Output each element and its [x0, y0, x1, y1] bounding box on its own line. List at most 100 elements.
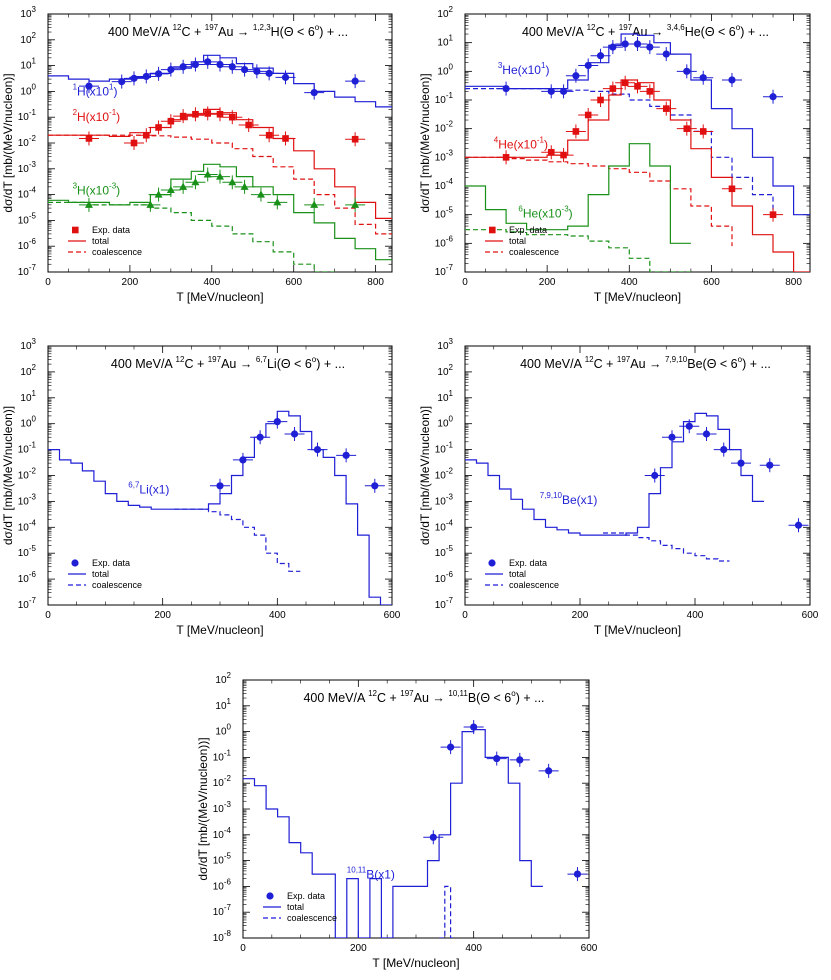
- series-label-text: H(x10: [77, 110, 109, 124]
- y-tick-label: 101: [20, 389, 36, 404]
- title-part: 400 MeV/A: [108, 25, 173, 39]
- y-tick-exponent: -1: [446, 441, 454, 450]
- coalescence-curve-3He: [465, 88, 774, 215]
- series-label-10,11B: 10,11B(x1): [347, 866, 395, 882]
- legend-total-label: total: [287, 902, 304, 912]
- legend-marker: [266, 892, 274, 900]
- title-sup: 197: [208, 355, 222, 364]
- series-label-6,7Li: 6,7Li(x1): [128, 481, 169, 497]
- data-point: [668, 433, 676, 441]
- y-tick-label: 10-1: [213, 748, 232, 763]
- coalescence-curve-7,9,10Be: [603, 532, 730, 562]
- coalescence-curve-10,11B: [439, 885, 457, 938]
- title-part: ) + ...: [740, 25, 769, 39]
- x-tick-label: 0: [240, 943, 246, 954]
- x-tick-label: 600: [285, 277, 302, 288]
- data-point: [584, 111, 592, 119]
- y-tick-label: 100: [437, 62, 453, 77]
- series-label-sup: 10,11: [347, 866, 367, 875]
- title-sup: 10,11: [448, 689, 468, 698]
- series-label-7,9,10Be: 7,9,10Be(x1): [540, 491, 598, 507]
- legend-total-label: total: [92, 569, 109, 579]
- y-tick-label: 10-7: [435, 596, 454, 611]
- y-tick-label: 102: [437, 5, 453, 20]
- data-point: [167, 117, 175, 125]
- data-point: [502, 154, 510, 161]
- y-tick-exponent: -7: [29, 596, 37, 605]
- series-label-text: ): [544, 138, 548, 152]
- x-tick-label: 400: [465, 943, 482, 954]
- y-tick-label: 100: [20, 82, 36, 97]
- y-tick-exponent: -6: [224, 877, 232, 886]
- y-tick-exponent: 0: [227, 723, 232, 732]
- data-point: [142, 131, 150, 139]
- y-tick-exponent: 0: [449, 62, 454, 71]
- data-point: [273, 198, 282, 206]
- y-tick-label: 102: [215, 671, 231, 686]
- y-tick-label: 10-1: [435, 441, 454, 456]
- x-tick-label: 600: [802, 610, 819, 621]
- data-point: [245, 121, 252, 129]
- y-tick-label: 10-2: [213, 774, 232, 789]
- data-point: [179, 63, 187, 71]
- series-label-text: He(x10: [523, 206, 562, 220]
- data-point: [685, 422, 693, 430]
- title-part: ) + ...: [742, 357, 771, 371]
- y-tick-label: 10-4: [18, 186, 37, 201]
- series-label-1H: 1H(x101): [73, 82, 118, 98]
- series-label-3H: 3H(x10-3): [73, 182, 121, 198]
- series-label-text: Li(x1): [139, 483, 169, 497]
- y-tick-label: 10-6: [18, 570, 37, 585]
- title-sup: 197: [400, 689, 414, 698]
- title-part: ) + ...: [319, 25, 348, 39]
- y-tick-label: 10-2: [18, 467, 37, 482]
- title-sup: 197: [617, 355, 631, 364]
- plot-area: [48, 54, 392, 272]
- series-label-6He: 6He(x10-3): [518, 204, 572, 220]
- data-point: [290, 430, 299, 438]
- legend-coal-label: coalescence: [287, 913, 337, 923]
- y-tick-label: 100: [20, 415, 36, 430]
- data-point: [204, 58, 212, 66]
- legend-coal-label: coalescence: [92, 247, 142, 257]
- series-label-sup: -1: [537, 136, 545, 145]
- data-point: [769, 93, 777, 101]
- y-tick-label: 10-2: [435, 120, 454, 135]
- title-part: Au →: [218, 25, 253, 39]
- series-label-text: ): [569, 206, 573, 220]
- y-tick-exponent: -2: [29, 134, 37, 143]
- title-part: 400 MeV/A: [520, 357, 585, 371]
- data-point: [662, 105, 670, 112]
- x-tick-label: 0: [45, 277, 51, 288]
- y-axis-label: dσ/dT [mb/(MeV/nucleon)]: [418, 73, 432, 212]
- title-sup: 197: [205, 23, 219, 32]
- title-part: Au →: [414, 691, 449, 705]
- data-point: [559, 87, 568, 95]
- series-label-text: He(x10: [498, 138, 537, 152]
- x-tick-label: 600: [384, 610, 401, 621]
- y-tick-label: 10-6: [435, 234, 454, 249]
- chart-panel-5: 10-810-710-610-510-410-310-210-110010110…: [196, 671, 598, 970]
- title-part: 400 MeV/A: [303, 691, 368, 705]
- title-sup: o: [736, 23, 741, 32]
- y-tick-label: 102: [20, 363, 36, 378]
- data-point: [560, 151, 567, 159]
- data-point: [766, 461, 774, 469]
- title-part: ) + ...: [516, 691, 545, 705]
- data-point: [84, 200, 93, 208]
- y-tick-exponent: 2: [449, 5, 454, 14]
- data-point: [547, 148, 555, 156]
- data-point: [265, 69, 273, 77]
- title-part: C +: [594, 357, 617, 371]
- title-part: Be(Θ < 6: [687, 357, 737, 371]
- data-point: [621, 79, 629, 87]
- y-tick-label: 10-3: [435, 148, 454, 163]
- total-curve-3H: [48, 163, 392, 261]
- legend-marker: [489, 226, 496, 234]
- data-point: [179, 182, 188, 190]
- y-tick-exponent: -7: [446, 596, 454, 605]
- y-tick-exponent: -6: [29, 237, 37, 246]
- data-point: [699, 74, 707, 82]
